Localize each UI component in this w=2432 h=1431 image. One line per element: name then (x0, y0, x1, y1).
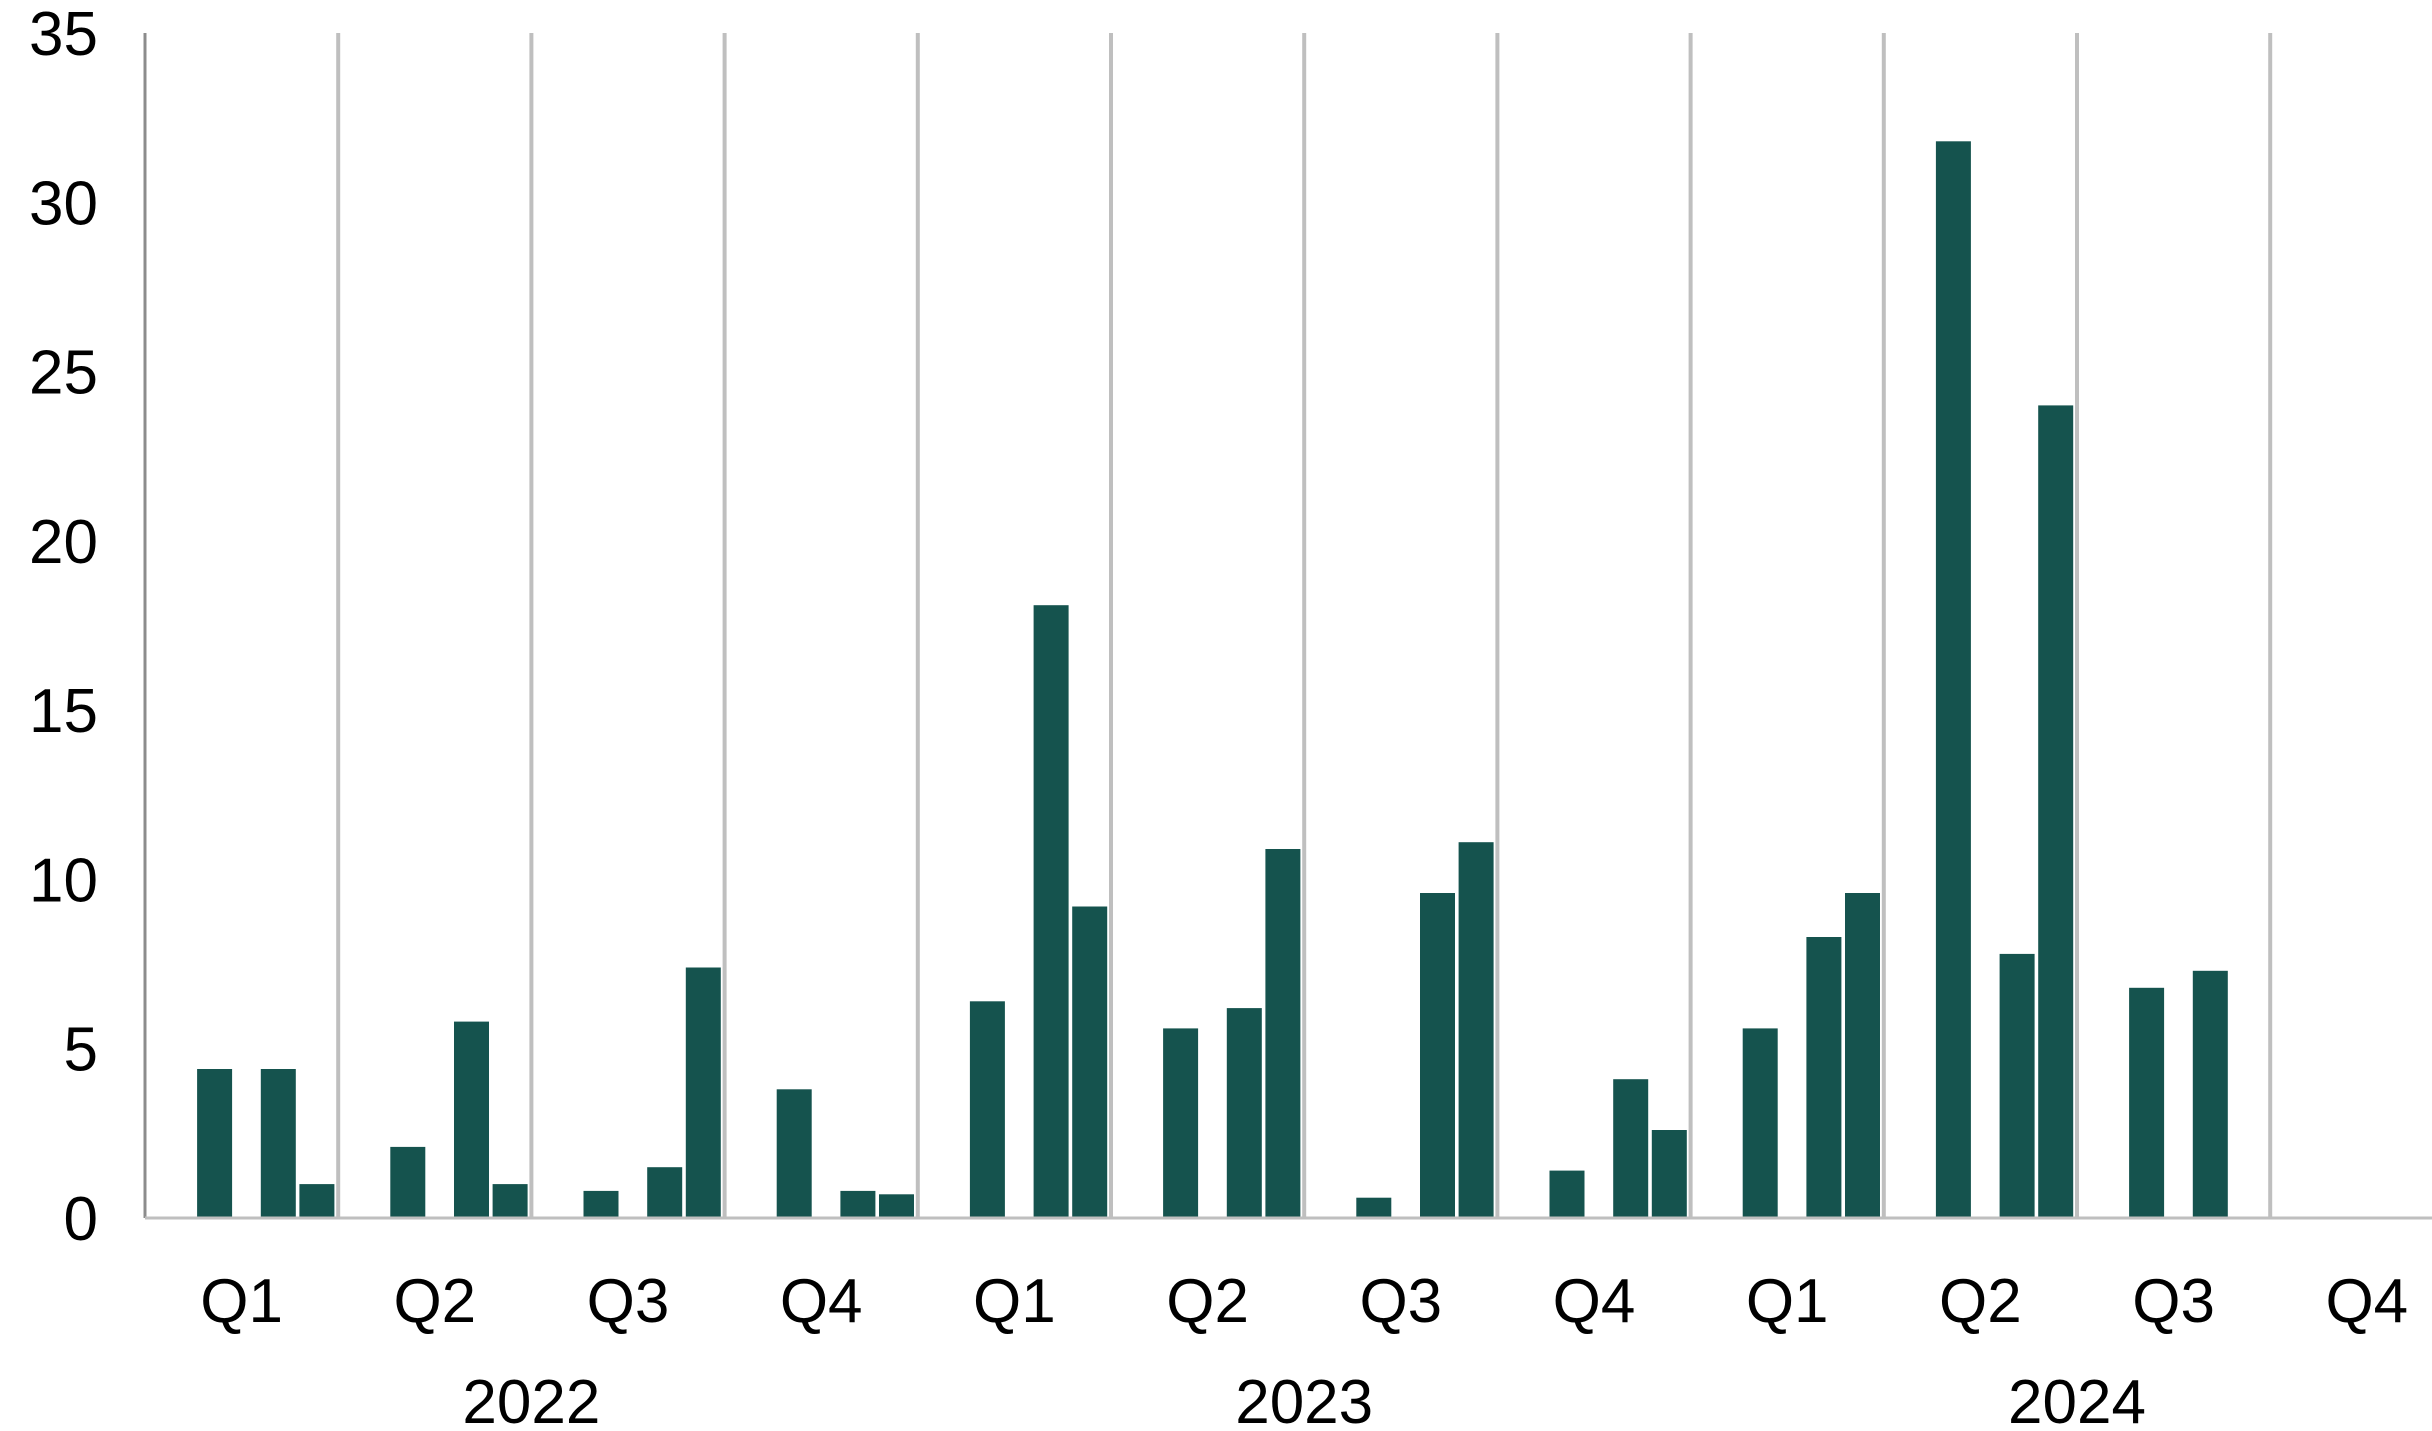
bar-2022-10 (776, 1089, 812, 1218)
bar-2023-09 (1458, 842, 1494, 1218)
quarter-label-q1: Q1 (1746, 1267, 1829, 1336)
y-axis-tick-labels: 0 5 10 15 20 25 30 35 (29, 0, 98, 1254)
bar-2024-01 (1742, 1028, 1778, 1218)
bar-2022-07 (583, 1190, 619, 1218)
quarter-label-q4: Q4 (2325, 1267, 2408, 1336)
quarter-label-q1: Q1 (973, 1267, 1056, 1336)
y-tick-label-5: 5 (64, 1016, 98, 1085)
y-tick-label-30: 30 (29, 169, 98, 238)
quarter-labels: Q1 Q2 Q3 Q4 Q1 Q2 Q3 Q4 Q1 Q2 Q3 Q4 (200, 1267, 2408, 1336)
year-labels: 2022 2023 2024 (462, 1368, 2146, 1431)
year-label-2023: 2023 (1235, 1368, 1373, 1431)
bar-2022-12 (879, 1194, 914, 1218)
bar-2022-11 (840, 1190, 876, 1218)
bar-2024-08 (2192, 970, 2228, 1218)
axes-group (143, 33, 2432, 1220)
quarter-label-q1: Q1 (200, 1267, 283, 1336)
bar-2023-08 (1420, 893, 1455, 1218)
quarter-label-q2: Q2 (1939, 1267, 2022, 1336)
quarter-label-q4: Q4 (780, 1267, 863, 1336)
bar-2022-02 (260, 1069, 296, 1218)
bars-group (197, 141, 2228, 1218)
bar-2023-10 (1549, 1170, 1585, 1218)
bar-2024-04 (1935, 141, 1971, 1218)
bar-2022-06 (492, 1184, 528, 1218)
bar-2024-03 (1845, 893, 1880, 1218)
y-tick-label-35: 35 (29, 0, 98, 69)
y-tick-label-25: 25 (29, 339, 98, 408)
bar-2023-05 (1226, 1008, 1262, 1218)
bar-2024-06 (2038, 405, 2074, 1218)
bar-2023-06 (1265, 849, 1301, 1218)
y-tick-label-20: 20 (29, 508, 98, 577)
bar-2024-02 (1806, 937, 1842, 1218)
year-label-2024: 2024 (2008, 1368, 2146, 1431)
bar-2023-07 (1356, 1197, 1392, 1218)
bar-2024-05 (1999, 953, 2035, 1218)
quarter-label-q2: Q2 (1166, 1267, 1249, 1336)
bar-2022-03 (299, 1184, 335, 1218)
quarter-label-q3: Q3 (1359, 1267, 1442, 1336)
bar-2022-05 (454, 1021, 489, 1218)
bar-2023-04 (1163, 1028, 1199, 1218)
y-tick-label-0: 0 (64, 1185, 98, 1254)
bar-2022-09 (685, 967, 721, 1218)
year-label-2022: 2022 (462, 1368, 600, 1431)
bar-2023-11 (1613, 1079, 1649, 1218)
y-tick-label-10: 10 (29, 846, 98, 915)
bar-2022-01 (197, 1069, 233, 1218)
quarter-label-q3: Q3 (587, 1267, 670, 1336)
y-tick-label-15: 15 (29, 677, 98, 746)
quarter-label-q3: Q3 (2132, 1267, 2215, 1336)
bar-2024-07 (2129, 987, 2165, 1218)
bar-2023-02 (1033, 605, 1069, 1218)
bar-2023-12 (1651, 1130, 1687, 1218)
vertical-gridlines (336, 33, 2273, 1218)
quarter-label-q4: Q4 (1553, 1267, 1636, 1336)
bar-2022-04 (390, 1146, 426, 1218)
quarter-label-q2: Q2 (393, 1267, 476, 1336)
bar-2022-08 (647, 1167, 683, 1218)
bar-2023-03 (1072, 906, 1108, 1218)
bar-2023-01 (969, 1001, 1005, 1218)
